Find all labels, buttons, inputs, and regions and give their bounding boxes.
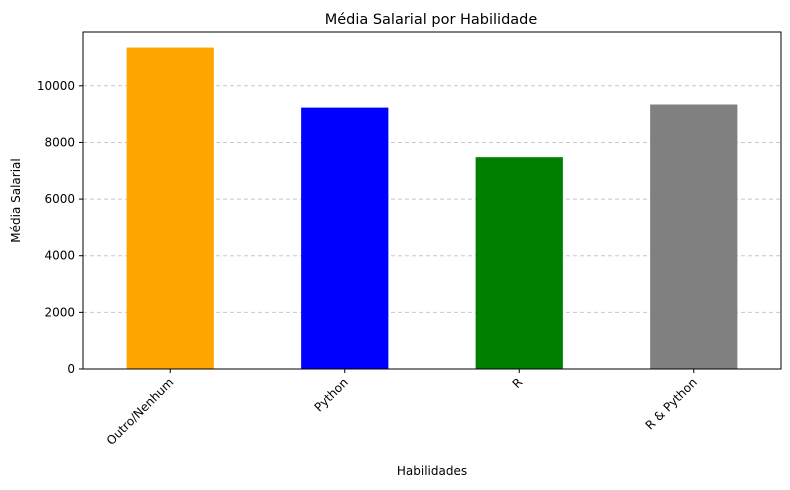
bar-r-python — [650, 104, 738, 369]
x-tick-label: Python — [312, 375, 351, 414]
y-axis-ticks: 0 2000 4000 6000 8000 10000 — [37, 79, 83, 376]
y-tick-label: 4000 — [44, 249, 75, 263]
y-axis-title: Média Salarial — [9, 158, 23, 242]
y-tick-label: 0 — [67, 362, 75, 376]
x-tick-label: Outro/Nenhum — [104, 375, 177, 448]
y-tick-label: 8000 — [44, 135, 75, 149]
x-axis-ticks: Outro/Nenhum Python R R & Python — [104, 369, 700, 448]
x-tick-label: R — [510, 375, 526, 391]
x-axis-title: Habilidades — [397, 464, 467, 478]
bars — [126, 47, 738, 370]
y-tick-label: 10000 — [37, 79, 75, 93]
y-tick-label: 2000 — [44, 305, 75, 319]
bar-python — [301, 107, 389, 369]
plot-frame — [82, 31, 782, 370]
bar-outro-nenhum — [126, 47, 214, 370]
bar-r — [475, 157, 563, 369]
chart-title: Média Salarial por Habilidade — [325, 12, 538, 28]
y-tick-label: 6000 — [44, 192, 75, 206]
x-tick-label: R & Python — [643, 375, 700, 432]
